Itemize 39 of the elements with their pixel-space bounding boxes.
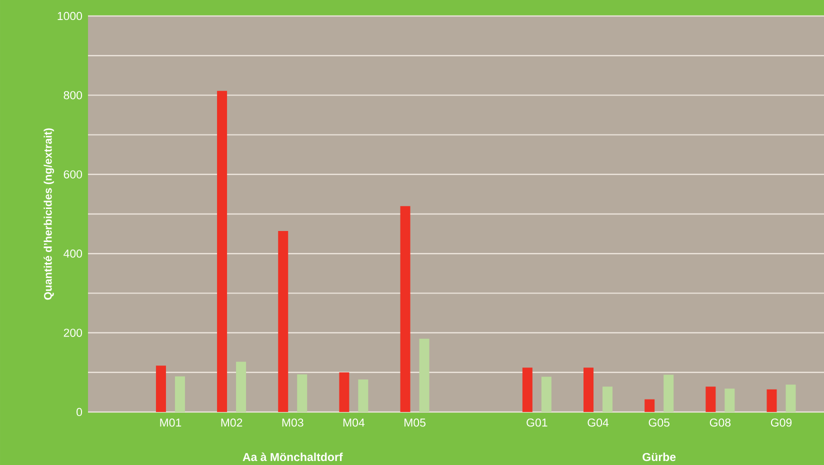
bar bbox=[706, 386, 716, 412]
y-tick-label: 0 bbox=[76, 408, 82, 416]
bar bbox=[522, 368, 532, 412]
bar bbox=[339, 372, 350, 412]
bar bbox=[278, 231, 288, 412]
x-tick-label: G09 bbox=[770, 418, 792, 427]
bar bbox=[174, 376, 185, 412]
bar bbox=[541, 376, 552, 412]
bar bbox=[724, 388, 735, 412]
bar bbox=[644, 399, 655, 412]
text: Aa à Mönchaltdorf bbox=[242, 452, 343, 462]
x-tick-label: M01 bbox=[160, 418, 182, 427]
x-tick-label: M02 bbox=[221, 418, 242, 427]
bar bbox=[786, 384, 796, 412]
y-tick-label: 400 bbox=[64, 250, 82, 258]
y-axis-title: Quantité d’herbicides (ng/extrait) bbox=[44, 128, 54, 300]
y-tick-label: 200 bbox=[64, 328, 82, 337]
x-tick-label: M03 bbox=[282, 418, 304, 427]
x-tick-label: M04 bbox=[343, 418, 365, 427]
x-tick-label: G05 bbox=[648, 418, 670, 427]
x-tick-label: G08 bbox=[710, 418, 731, 427]
bar bbox=[664, 374, 674, 412]
bar bbox=[217, 90, 228, 412]
bar bbox=[236, 362, 246, 412]
text: Gürbe bbox=[642, 452, 676, 462]
bar bbox=[156, 366, 166, 412]
bar bbox=[584, 368, 594, 412]
y-tick-label: 800 bbox=[64, 91, 82, 100]
bar bbox=[400, 206, 410, 412]
x-tick-label: M05 bbox=[404, 418, 426, 427]
bar bbox=[297, 374, 308, 412]
bar bbox=[358, 380, 368, 412]
x-tick-label: G01 bbox=[526, 418, 548, 427]
y-tick-label: 1000 bbox=[58, 12, 82, 20]
x-tick-label: G04 bbox=[588, 418, 609, 427]
bar bbox=[419, 338, 430, 412]
y-tick-label: 600 bbox=[64, 170, 82, 178]
bar bbox=[766, 389, 777, 412]
bar bbox=[602, 386, 613, 412]
